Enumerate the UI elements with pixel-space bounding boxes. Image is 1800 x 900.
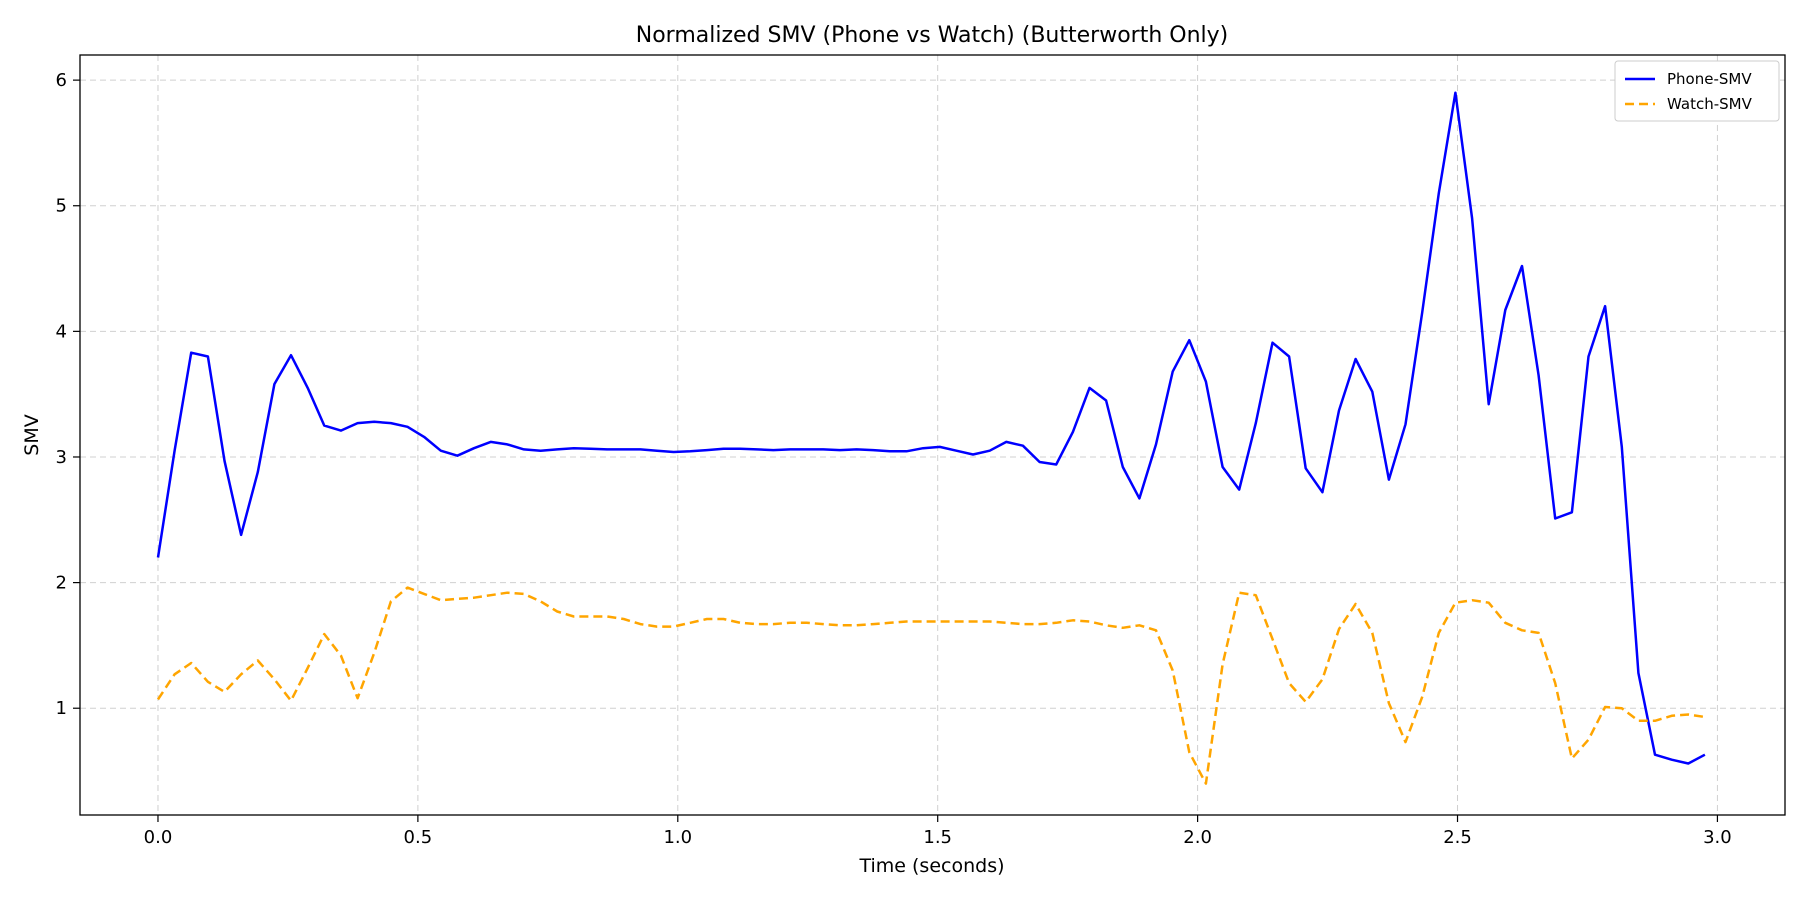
y-axis: 1 2 3 4 5 6 xyxy=(56,70,80,719)
watch-smv-line xyxy=(156,586,1706,785)
chart-title: Normalized SMV (Phone vs Watch) (Butterw… xyxy=(636,23,1229,48)
x-axis: 0.0 0.5 1.0 1.5 2.0 2.5 3.0 xyxy=(144,815,1732,848)
y-tick-label: 3 xyxy=(56,447,67,468)
x-tick-label: 0.5 xyxy=(404,827,433,848)
legend-label: Phone-SMV xyxy=(1667,70,1752,88)
watch-smv-series xyxy=(156,586,1706,785)
x-tick-label: 1.5 xyxy=(923,827,952,848)
x-tick-label: 2.0 xyxy=(1183,827,1212,848)
y-tick-label: 5 xyxy=(56,196,67,217)
legend: Phone-SMV Watch-SMV xyxy=(1614,60,1780,122)
x-axis-label: Time (seconds) xyxy=(858,855,1004,877)
legend-label: Watch-SMV xyxy=(1667,95,1753,113)
x-tick-label: 3.0 xyxy=(1703,827,1732,848)
y-tick-label: 2 xyxy=(56,573,67,594)
phone-smv-line xyxy=(156,91,1706,765)
x-tick-label: 2.5 xyxy=(1443,827,1472,848)
y-tick-label: 1 xyxy=(56,698,67,719)
x-tick-label: 1.0 xyxy=(663,827,692,848)
phone-smv-series xyxy=(156,91,1706,765)
grid xyxy=(80,55,1785,815)
plot-frame xyxy=(79,54,1786,816)
y-tick-label: 6 xyxy=(56,70,67,91)
x-tick-label: 0.0 xyxy=(144,827,173,848)
legend-box xyxy=(1614,60,1780,122)
y-tick-label: 4 xyxy=(56,321,67,342)
y-axis-label: SMV xyxy=(21,414,43,455)
